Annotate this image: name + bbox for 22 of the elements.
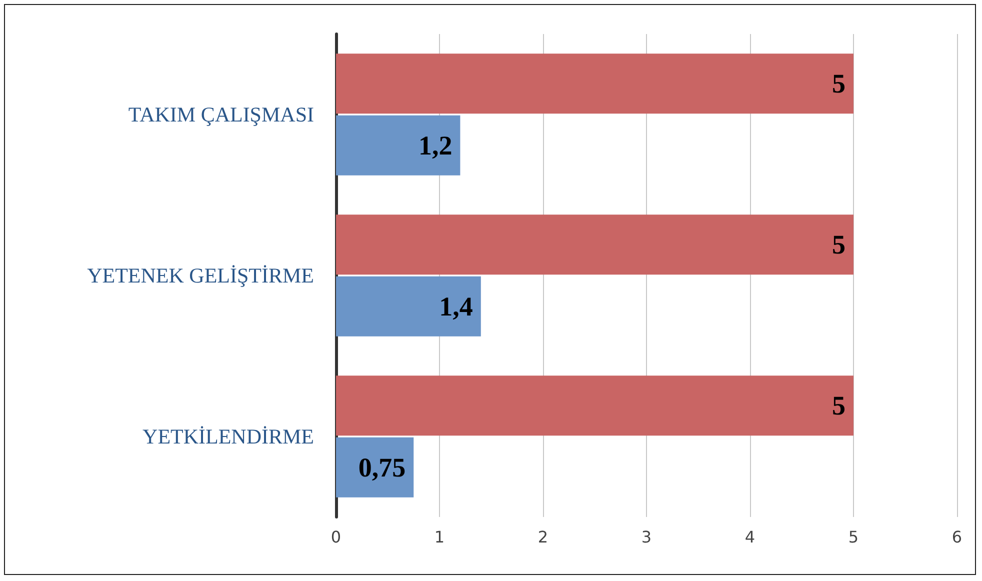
bar — [336, 437, 414, 498]
bar — [336, 214, 854, 275]
bar — [336, 276, 481, 336]
x-tick-label: 2 — [538, 528, 548, 546]
y-tick-label: TAKIM ÇALIŞMASI — [128, 102, 314, 126]
y-tick-label: YETENEK GELİŞTİRME — [87, 264, 314, 288]
data-label: 1,2 — [418, 130, 452, 160]
x-tick-label: 4 — [744, 528, 756, 546]
data-label: 1,4 — [439, 291, 473, 322]
bar — [336, 376, 854, 436]
y-tick-label: YETKİLENDİRME — [142, 424, 314, 448]
x-tick-label: 6 — [952, 528, 962, 546]
bar — [336, 54, 854, 114]
data-label: 5 — [832, 390, 846, 421]
x-tick-label: 0 — [330, 528, 342, 546]
bar — [336, 115, 460, 176]
x-tick-label: 3 — [641, 528, 652, 546]
x-tick-label: 1 — [434, 528, 445, 546]
data-label: 0,75 — [358, 452, 406, 482]
data-label: 5 — [832, 230, 846, 260]
x-tick-label: 5 — [848, 528, 859, 546]
data-label: 5 — [832, 68, 846, 99]
